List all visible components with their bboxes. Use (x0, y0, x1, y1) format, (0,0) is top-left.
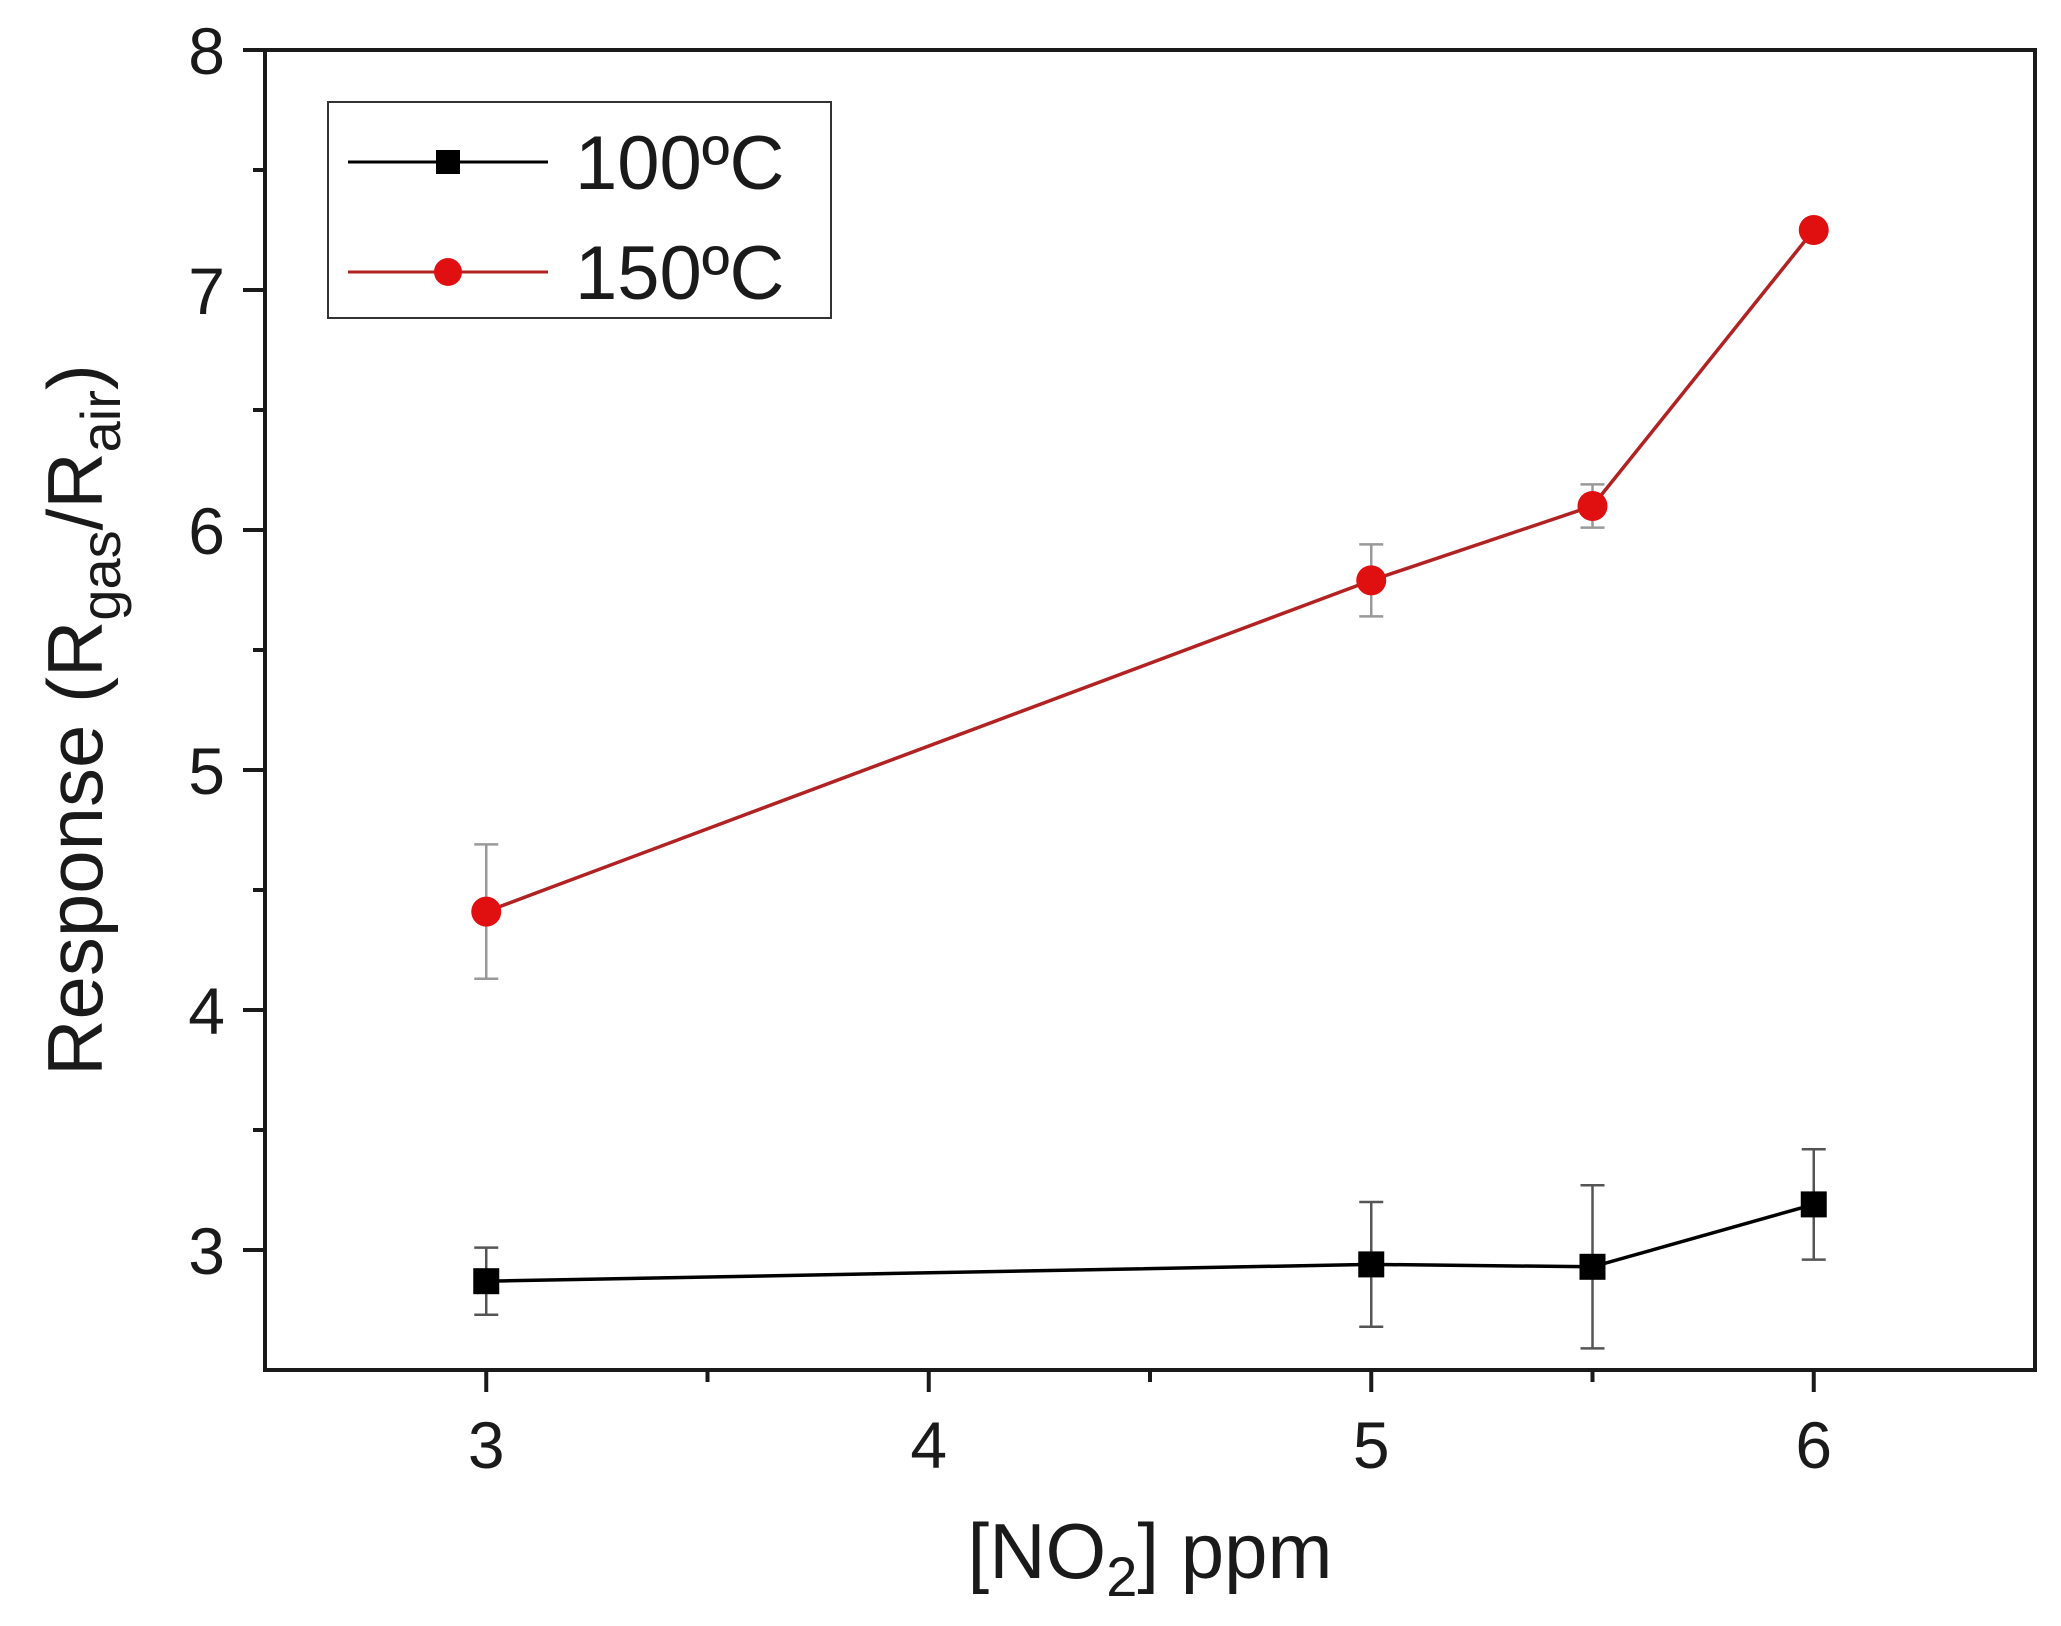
x-tick-label: 3 (468, 1408, 505, 1482)
series-line (485, 228, 1816, 914)
y-tick-label: 3 (188, 1214, 225, 1288)
y-tick-label: 8 (188, 14, 225, 88)
series-100c (473, 1147, 1827, 1350)
y-tick-label: 5 (188, 734, 225, 808)
legend-marker-100c (436, 150, 460, 174)
legend-marker-150c (434, 258, 462, 286)
x-tick-label: 4 (910, 1408, 947, 1482)
y-tick-label: 7 (188, 254, 225, 328)
legend-label-100c: 100ºC (575, 121, 784, 206)
legend-box (327, 101, 832, 319)
legend: 100ºC 150ºC (327, 101, 832, 319)
data-point (1577, 491, 1608, 521)
series-150c (471, 215, 1829, 981)
y-tick-label: 6 (188, 494, 225, 568)
x-axis-ticks: 3 4 5 6 (468, 1370, 1832, 1482)
data-point (1358, 1251, 1385, 1278)
data-point (1798, 215, 1829, 245)
y-axis-title: Response (Rgas/Rair) (31, 364, 132, 1076)
x-tick-label: 5 (1353, 1408, 1390, 1482)
x-axis-title: [NO2] ppm (968, 1507, 1333, 1608)
y-axis-ticks: 3 4 5 6 7 8 (188, 14, 265, 1288)
data-point (473, 1268, 500, 1295)
data-point (1579, 1253, 1606, 1280)
data-point (1356, 565, 1387, 596)
legend-label-150c: 150ºC (575, 231, 784, 316)
series-layer (471, 215, 1829, 1350)
data-point (471, 896, 502, 927)
y-tick-label: 4 (188, 974, 225, 1048)
data-point (1800, 1191, 1827, 1218)
x-tick-label: 6 (1795, 1408, 1832, 1482)
series-line (486, 1202, 1815, 1283)
